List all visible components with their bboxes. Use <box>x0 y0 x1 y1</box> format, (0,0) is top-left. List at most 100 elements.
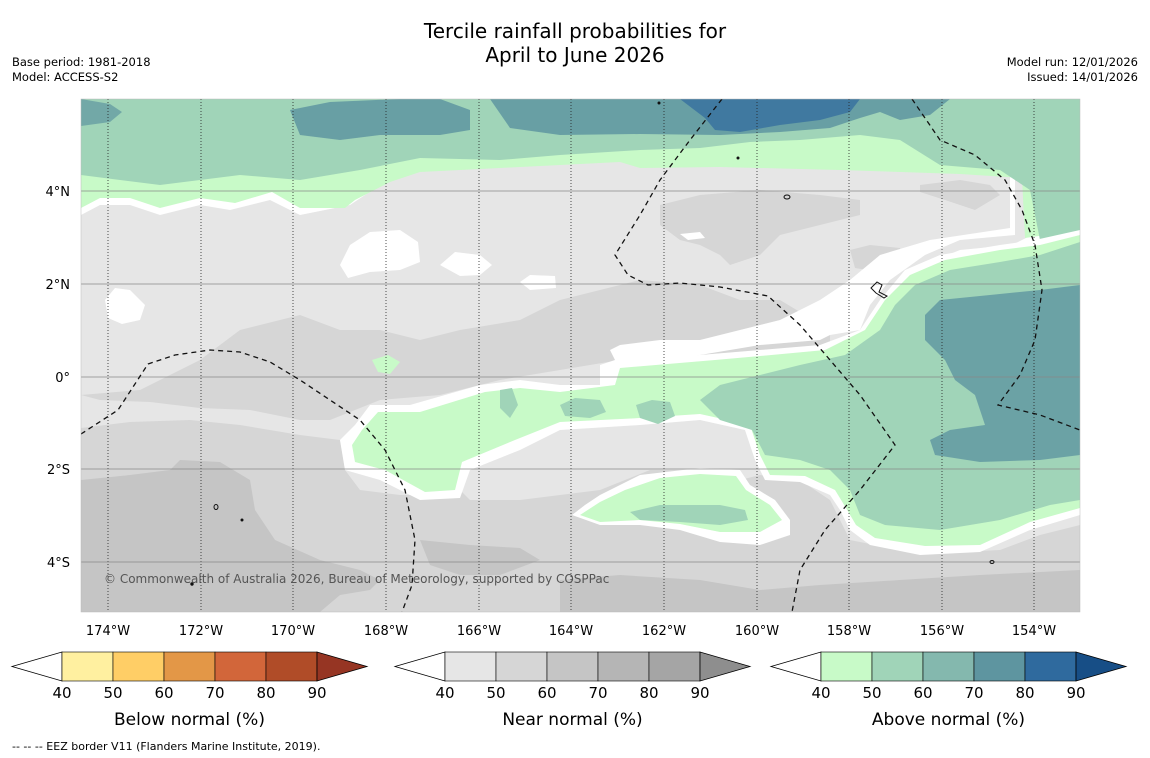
lat-label: 2°N <box>46 278 71 293</box>
issued-date: Issued: 14/01/2026 <box>1027 70 1138 84</box>
lon-label: 166°W <box>457 624 501 639</box>
near-normal-60-region <box>81 460 380 612</box>
colorbar-title: Below normal (%) <box>114 710 265 730</box>
above-normal-north-70 <box>680 99 860 132</box>
colorbar-over-triangle <box>699 651 752 682</box>
colorbar-tick-label: 60 <box>913 684 932 702</box>
above-normal-spot-2 <box>560 398 606 418</box>
near-normal-50-region-ne <box>920 180 1000 210</box>
eez-borders <box>81 99 1080 612</box>
colorbar-tick-label: 80 <box>1015 684 1034 702</box>
colorbar-segment <box>1024 651 1077 682</box>
low-prob-patch-1 <box>340 230 420 278</box>
lat-label: 2°S <box>47 463 70 478</box>
colorbar-segment <box>597 651 650 682</box>
title-line-2: April to June 2026 <box>485 43 665 67</box>
colorbar-segment <box>265 651 318 682</box>
near-normal-50-region <box>81 280 830 420</box>
near-normal-50-region-upper <box>660 190 860 265</box>
colorbar-segment <box>820 651 873 682</box>
colorbar-tick-label: 50 <box>486 684 505 702</box>
meta-left: Base period: 1981-2018 Model: ACCESS-S2 <box>12 55 151 85</box>
colorbar-tick-label: 60 <box>154 684 173 702</box>
above-normal-south-50 <box>630 505 748 525</box>
lat-labels: 4°N 2°N 0° 2°S 4°S <box>46 185 71 571</box>
lat-label: 4°S <box>47 556 70 571</box>
colorbar: 40 50 60 70 80 90 Above normal (%) <box>769 651 1128 730</box>
lat-label: 0° <box>55 371 70 386</box>
colorbar-tick-label: 90 <box>1066 684 1085 702</box>
islands <box>190 101 995 586</box>
colorbar-tick-label: 40 <box>811 684 830 702</box>
colorbar-tick-label: 70 <box>964 684 983 702</box>
colorbar-segment <box>163 651 216 682</box>
map-title: Tercile rainfall probabilities for April… <box>0 19 1150 67</box>
above-normal-north-60 <box>290 99 470 140</box>
colorbar-tick-label: 80 <box>256 684 275 702</box>
colorbar-segment <box>973 651 1026 682</box>
lon-labels: 174°W 172°W 170°W 168°W 166°W 164°W 162°… <box>86 624 1056 639</box>
near-normal-60-region-3 <box>560 570 1080 612</box>
low-prob-patch-5 <box>680 232 705 240</box>
model-run: Model run: 12/01/2026 <box>1006 55 1138 69</box>
colorbar-segment <box>871 651 924 682</box>
lon-label: 162°W <box>642 624 686 639</box>
colorbar-segment <box>214 651 267 682</box>
colorbar-segment <box>922 651 975 682</box>
lon-label: 158°W <box>827 624 871 639</box>
colorbar-under-triangle <box>10 651 63 682</box>
lon-label: 164°W <box>549 624 593 639</box>
colorbar-under-triangle <box>769 651 822 682</box>
colorbar-tick-label: 70 <box>588 684 607 702</box>
colorbar-over-triangle <box>316 651 369 682</box>
colorbar-segment <box>112 651 165 682</box>
map-frame <box>80 98 1081 613</box>
base-period: Base period: 1981-2018 <box>12 55 151 69</box>
above-normal-spot-4 <box>372 355 400 374</box>
lat-gridlines <box>81 190 1080 563</box>
colorbars: 40 50 60 70 80 90 Below normal (%) 40 50 60 70 80 90… <box>10 651 1128 730</box>
colorbar-tick-label: 50 <box>862 684 881 702</box>
probability-field <box>81 99 1080 612</box>
colorbar-segment <box>648 651 701 682</box>
colorbar-title: Near normal (%) <box>502 710 642 730</box>
lon-label: 168°W <box>364 624 408 639</box>
lon-label: 172°W <box>179 624 223 639</box>
colorbar-tick-label: 60 <box>537 684 556 702</box>
lon-label: 170°W <box>271 624 315 639</box>
colorbar-tick-label: 70 <box>205 684 224 702</box>
above-normal-east-60 <box>925 285 1080 462</box>
lon-label: 160°W <box>735 624 779 639</box>
above-normal-spot-3 <box>636 400 675 424</box>
title-line-1: Tercile rainfall probabilities for <box>423 19 727 43</box>
colorbar-tick-label: 90 <box>690 684 709 702</box>
colorbar-under-triangle <box>393 651 446 682</box>
colorbar-tick-label: 50 <box>103 684 122 702</box>
colorbar: 40 50 60 70 80 90 Below normal (%) <box>10 651 369 730</box>
near-normal-60-region-2 <box>420 540 540 575</box>
colorbar-tick-label: 80 <box>639 684 658 702</box>
colorbar: 40 50 60 70 80 90 Near normal (%) <box>393 651 752 730</box>
copyright-text: © Commonwealth of Australia 2026, Bureau… <box>104 572 609 586</box>
low-prob-patch-4 <box>105 288 145 324</box>
colorbar-segment <box>546 651 599 682</box>
model-name: Model: ACCESS-S2 <box>12 70 119 84</box>
lon-label: 174°W <box>86 624 130 639</box>
meta-right: Model run: 12/01/2026 Issued: 14/01/2026 <box>1007 55 1138 85</box>
low-prob-patch-3 <box>520 275 556 290</box>
above-normal-spot-1 <box>500 388 518 418</box>
colorbar-segment <box>495 651 548 682</box>
colorbar-tick-label: 90 <box>307 684 326 702</box>
colorbar-tick-label: 40 <box>435 684 454 702</box>
colorbar-over-triangle <box>1075 651 1128 682</box>
colorbar-tick-label: 40 <box>52 684 71 702</box>
above-normal-nw-60 <box>81 99 122 126</box>
colorbar-segment <box>444 651 497 682</box>
colorbar-segment <box>61 651 114 682</box>
eez-footnote: -- -- -- EEZ border V11 (Flanders Marine… <box>12 740 321 753</box>
lon-label: 156°W <box>920 624 964 639</box>
lat-label: 4°N <box>46 185 71 200</box>
colorbar-title: Above normal (%) <box>872 710 1025 730</box>
lon-label: 154°W <box>1012 624 1056 639</box>
